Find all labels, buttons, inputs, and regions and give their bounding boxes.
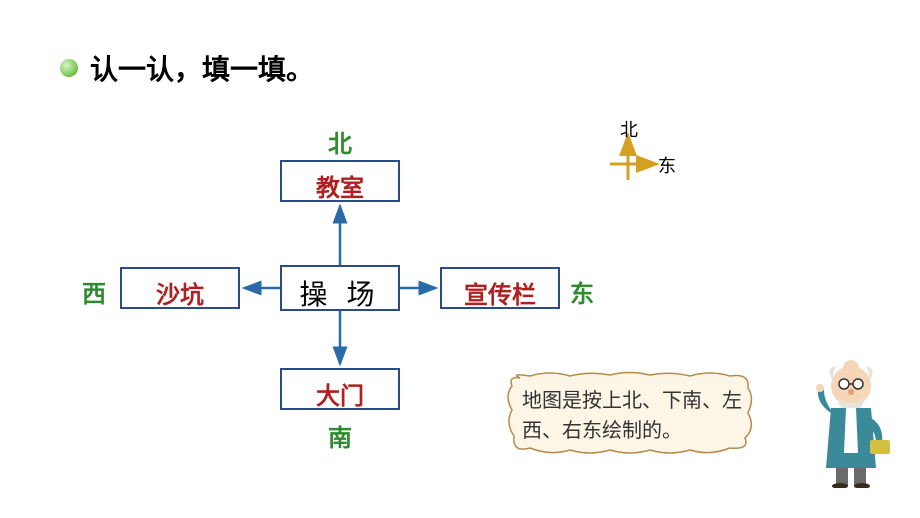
west-box: 沙坑 (120, 267, 240, 309)
east-box-text: 宣传栏 (464, 282, 536, 309)
east-box: 宣传栏 (440, 267, 560, 309)
bullet-icon (60, 59, 78, 77)
compass-east: 东 (658, 152, 676, 178)
west-label: 西 (82, 274, 106, 309)
north-box: 教室 (280, 160, 400, 202)
east-label: 东 (570, 274, 594, 309)
center-box: 操 场 (280, 265, 400, 311)
title-row: 认一认，填一填。 (60, 48, 314, 88)
south-box-text: 大门 (316, 383, 364, 410)
north-label: 北 (328, 124, 352, 159)
bubble-text: 地图是按上北、下南、左西、右东绘制的。 (522, 386, 742, 446)
south-box: 大门 (280, 368, 400, 410)
page-title: 认一认，填一填。 (90, 48, 314, 88)
compass-north: 北 (620, 116, 638, 142)
teacher-icon (806, 358, 896, 488)
north-box-text: 教室 (316, 175, 364, 202)
south-label: 南 (328, 418, 352, 453)
west-box-text: 沙坑 (156, 282, 204, 309)
center-box-text: 操 场 (299, 280, 380, 311)
speech-bubble-wrap: 地图是按上北、下南、左西、右东绘制的。 (500, 368, 800, 478)
compass: 北 东 (580, 120, 680, 200)
